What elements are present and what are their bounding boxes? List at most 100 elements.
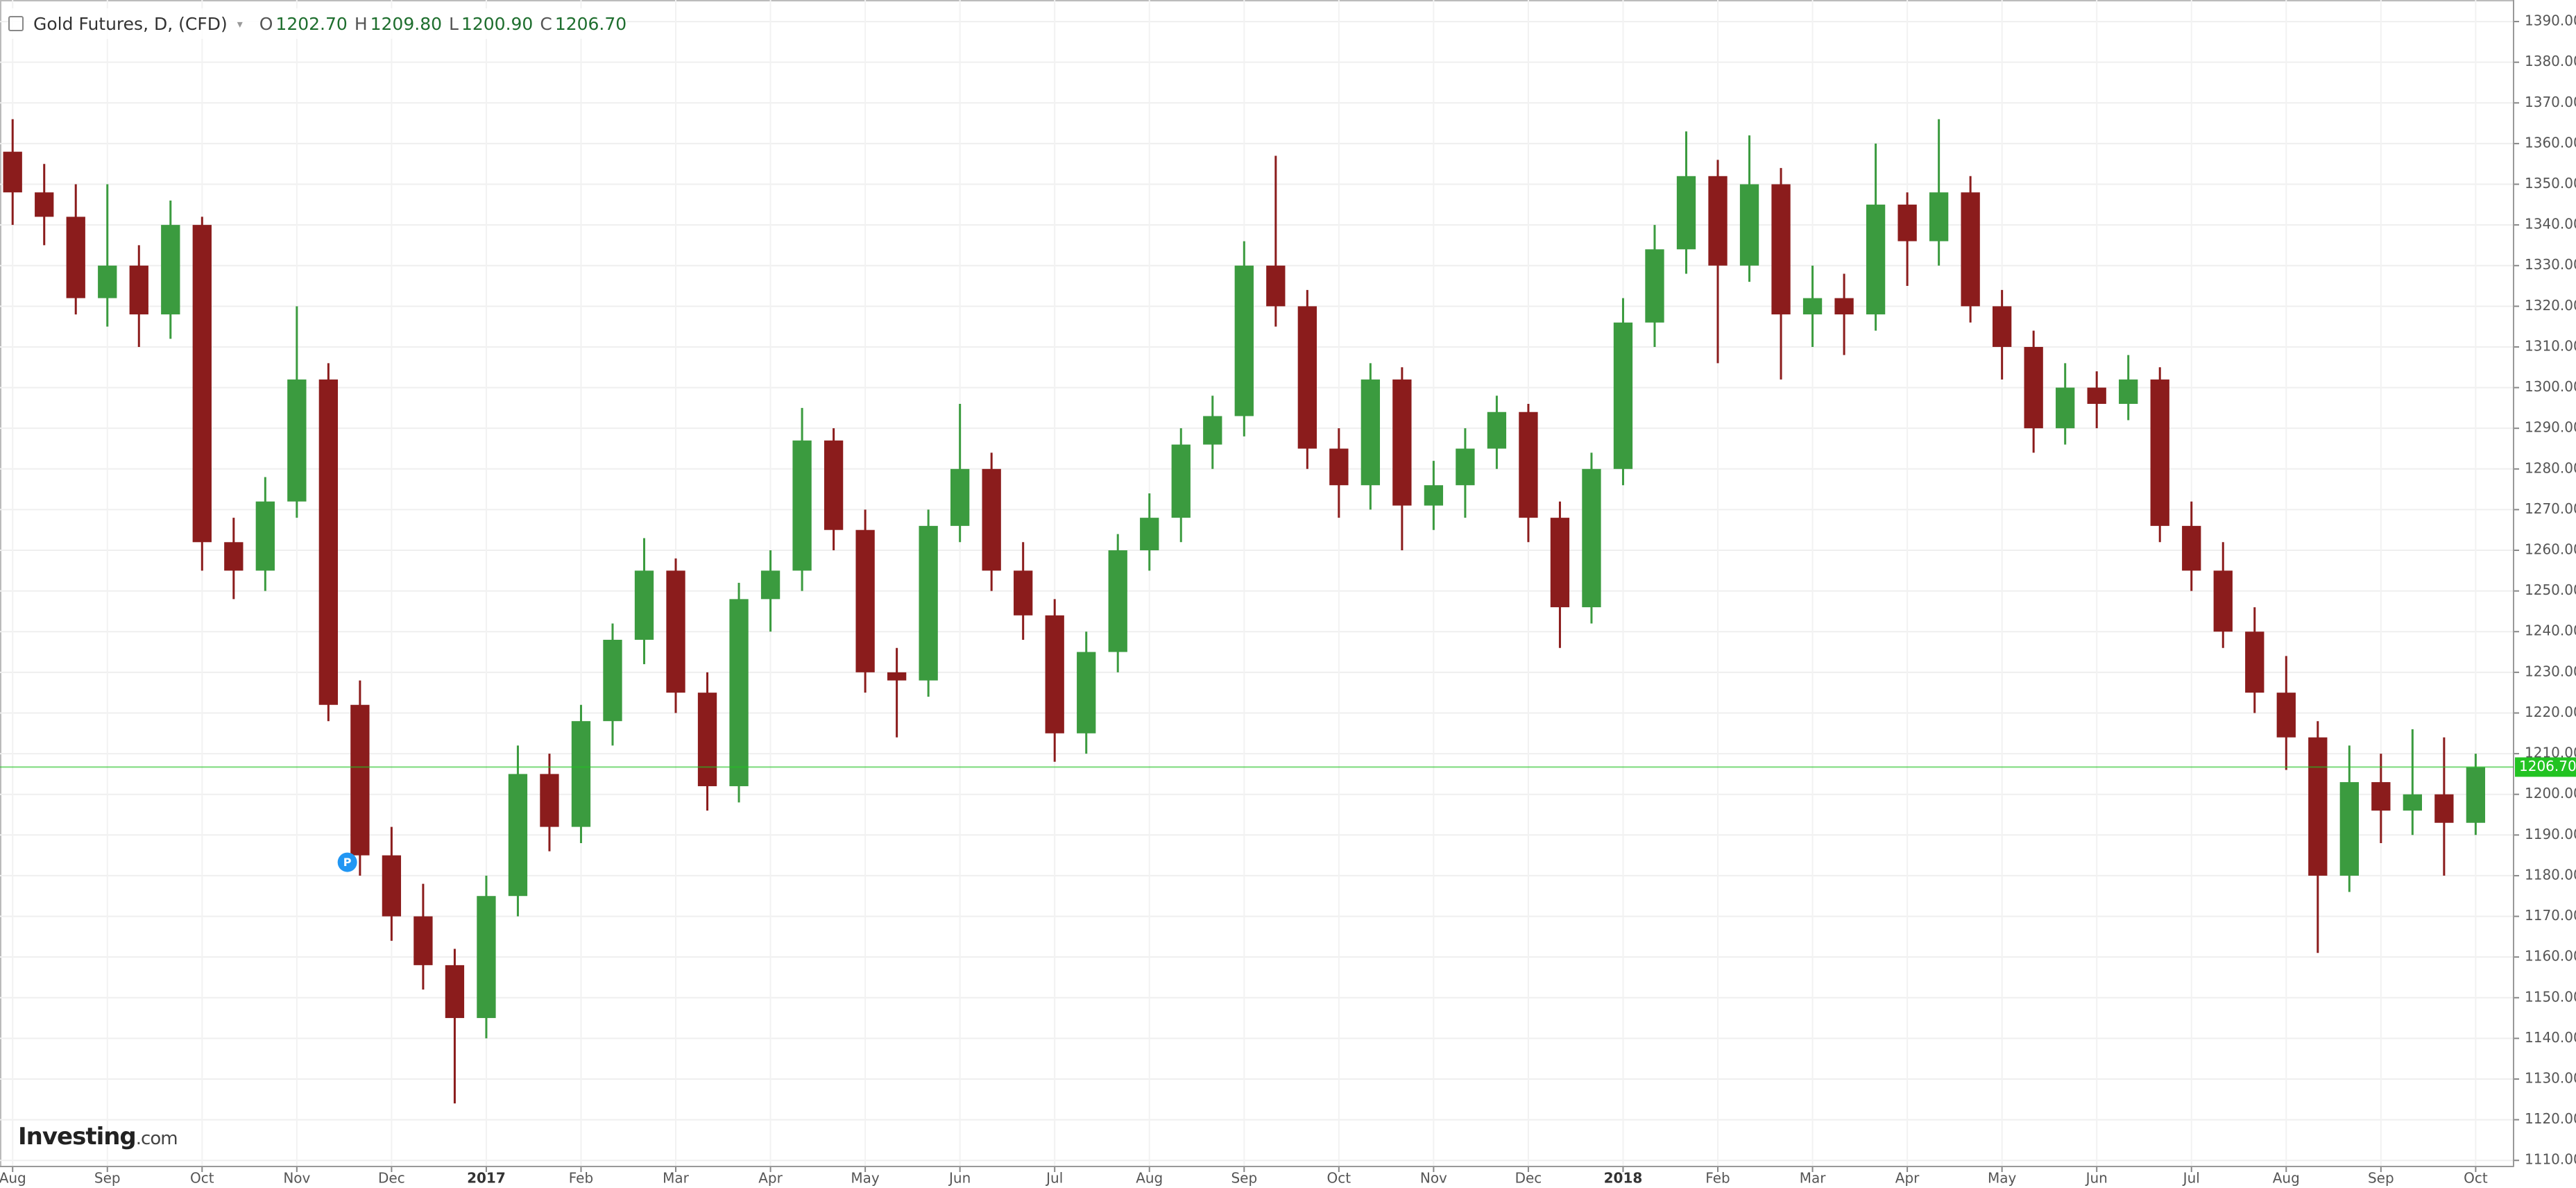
- candle-body: [2308, 737, 2328, 876]
- candle-body: [855, 529, 875, 672]
- candle-body: [161, 225, 180, 315]
- ohlc-value: 1209.80: [370, 13, 443, 34]
- candle-body: [477, 896, 496, 1019]
- x-tick-label: Dec: [378, 1170, 405, 1187]
- candle-body: [2024, 346, 2043, 429]
- x-tick-label: Apr: [758, 1170, 783, 1187]
- candle-body: [1771, 184, 1791, 315]
- logo-suffix: .com: [135, 1128, 178, 1149]
- candle-body: [634, 570, 654, 640]
- candle-body: [2182, 525, 2201, 571]
- y-tick-label: 1290.00: [2525, 419, 2576, 436]
- candle-body: [1203, 416, 1222, 445]
- candle-body: [98, 265, 117, 298]
- candle-body: [1613, 322, 1633, 469]
- y-tick-label: 1150.00: [2525, 988, 2576, 1005]
- candle-body: [760, 570, 781, 600]
- y-tick-label: 1110.00: [2525, 1151, 2576, 1168]
- y-tick-label: 1320.00: [2525, 297, 2576, 314]
- x-tick-label: Jul: [1045, 1170, 1063, 1187]
- candle-body: [129, 265, 148, 315]
- dropdown-icon[interactable]: ▾: [237, 17, 243, 31]
- candle-body: [413, 916, 433, 965]
- candle-body: [1392, 379, 1412, 506]
- y-tick-label: 1170.00: [2525, 907, 2576, 924]
- x-tick-label: Nov: [283, 1170, 310, 1187]
- ohlc-key: H: [354, 13, 368, 34]
- candle-body: [350, 704, 370, 856]
- logo-brand: Investing: [18, 1123, 137, 1151]
- x-tick-label: Mar: [663, 1170, 690, 1187]
- candle-body: [1708, 176, 1728, 266]
- x-tick-label: Aug: [0, 1170, 26, 1187]
- candle-body: [950, 468, 970, 526]
- candle-body: [1676, 176, 1696, 250]
- candle-body: [192, 225, 212, 543]
- candle-body: [982, 468, 1001, 571]
- y-tick-label: 1230.00: [2525, 663, 2576, 679]
- candle-body: [1456, 448, 1475, 486]
- candle-body: [1993, 306, 2012, 347]
- x-tick-label: Dec: [1515, 1170, 1542, 1187]
- candle-body: [3, 151, 22, 193]
- x-tick-label: Oct: [2464, 1170, 2488, 1187]
- x-tick-label: Feb: [1705, 1170, 1730, 1187]
- x-tick-label: Apr: [1895, 1170, 1920, 1187]
- header: Gold Futures, D, (CFD) ▾ O 1202.70 H 1209.8…: [8, 8, 627, 39]
- x-tick-label: 2018: [1604, 1170, 1643, 1187]
- y-tick-label: 1390.00: [2525, 12, 2576, 29]
- candle-body: [445, 965, 465, 1019]
- x-tick-label: Mar: [1800, 1170, 1827, 1187]
- last-price-badge: [2515, 757, 2576, 777]
- candle-body: [224, 542, 244, 571]
- last-price-label: 1206.70: [2519, 758, 2576, 774]
- candle-body: [1866, 204, 1886, 315]
- candle-body: [1171, 444, 1191, 518]
- y-tick-label: 1220.00: [2525, 704, 2576, 720]
- candle-body: [1360, 379, 1381, 486]
- candle-body: [1329, 448, 1349, 486]
- y-tick-label: 1300.00: [2525, 378, 2576, 395]
- candle-body: [35, 192, 54, 217]
- candle-body: [2245, 631, 2264, 693]
- collapse-icon[interactable]: [8, 16, 24, 31]
- y-tick-label: 1120.00: [2525, 1110, 2576, 1127]
- event-marker[interactable]: [337, 852, 357, 872]
- candle-body: [1014, 570, 1033, 616]
- y-tick-label: 1380.00: [2525, 53, 2576, 69]
- candle-body: [919, 525, 938, 681]
- x-tick-label: Sep: [2368, 1170, 2394, 1187]
- y-tick-label: 1240.00: [2525, 622, 2576, 639]
- candle-body: [571, 721, 591, 827]
- y-tick-label: 1280.00: [2525, 459, 2576, 476]
- y-tick-label: 1260.00: [2525, 541, 2576, 558]
- symbol-title[interactable]: Gold Futures, D, (CFD): [33, 13, 228, 34]
- candle-body: [2403, 794, 2423, 811]
- x-tick-label: Aug: [2273, 1170, 2300, 1187]
- candle-body: [1266, 265, 1286, 307]
- candle-body: [1519, 411, 1538, 518]
- candle-body: [824, 440, 844, 530]
- candle-body: [2056, 387, 2075, 429]
- candle-body: [255, 501, 275, 571]
- candle-body: [2213, 570, 2233, 632]
- x-tick-label: Sep: [1231, 1170, 1257, 1187]
- logo[interactable]: Investing.com: [18, 1123, 178, 1151]
- x-tick-label: Sep: [94, 1170, 121, 1187]
- candle-body: [666, 570, 685, 693]
- candle-body: [887, 672, 907, 681]
- y-tick-label: 1310.00: [2525, 337, 2576, 354]
- candle-body: [1645, 249, 1664, 323]
- x-tick-label: Jun: [2085, 1170, 2108, 1187]
- y-tick-label: 1180.00: [2525, 866, 2576, 883]
- candle-body: [1961, 192, 1980, 307]
- x-tick-label: Feb: [569, 1170, 593, 1187]
- candle-body: [2466, 767, 2486, 823]
- event-marker-label: P: [343, 856, 352, 869]
- y-tick-label: 1270.00: [2525, 500, 2576, 517]
- candle-body: [1424, 485, 1444, 506]
- candle-body: [287, 379, 307, 502]
- candle-body: [2371, 782, 2391, 811]
- y-tick-label: 1250.00: [2525, 582, 2576, 598]
